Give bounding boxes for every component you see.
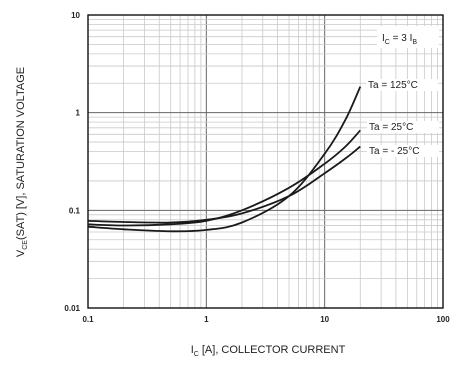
condition-label: IC = 3 IB: [382, 33, 417, 46]
y-tick-label: 1: [76, 109, 81, 118]
x-tick-label: 1: [204, 315, 209, 324]
plot-frame: [87, 14, 444, 309]
series-line-2: [87, 129, 361, 227]
series-labels: Ta = 125°C Ta = 25°C Ta = - 25°C: [366, 79, 439, 157]
series-label-1: Ta = 125°C: [368, 80, 418, 91]
y-tick-label: 0.01: [64, 304, 80, 313]
grid: [88, 15, 443, 308]
x-axis-title: IC [A], COLLECTOR CURRENT: [191, 344, 346, 358]
x-tick-label: 0.1: [82, 315, 94, 324]
series-label-bg: [366, 79, 438, 91]
series-label-bg: [367, 121, 439, 133]
y-tick-label: 0.1: [69, 206, 81, 215]
x-tick-label: 100: [436, 315, 450, 324]
series-line-3: [87, 145, 361, 224]
series-label-bg: [367, 145, 439, 157]
curves: [87, 86, 362, 233]
y-axis-title: VCE(SAT) [V], SATURATION VOLTAGE: [15, 67, 29, 257]
series-label-3: Ta = - 25°C: [369, 146, 419, 157]
series-line-1: [87, 86, 362, 233]
condition-box: IC = 3 IB: [377, 26, 439, 48]
series-label-2: Ta = 25°C: [369, 122, 413, 133]
x-tick-label: 10: [320, 315, 329, 324]
y-tick-label: 10: [71, 11, 80, 20]
